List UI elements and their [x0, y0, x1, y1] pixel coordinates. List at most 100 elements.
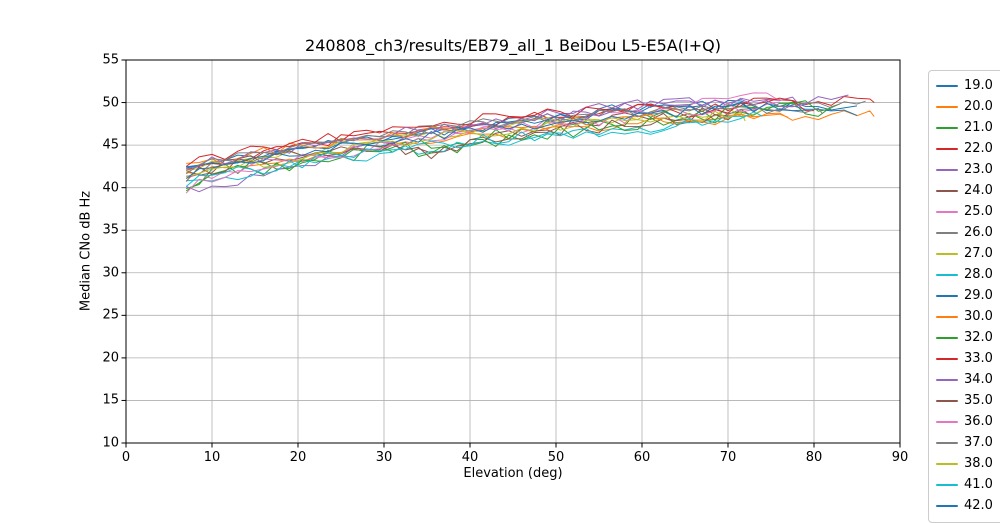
y-tick-label: 45: [102, 137, 119, 153]
legend-label: 30.0: [964, 308, 993, 324]
legend-label: 26.0: [964, 224, 993, 240]
legend-label: 36.0: [964, 413, 993, 429]
legend-item: 27.0: [936, 243, 1000, 264]
legend-item: 36.0: [936, 411, 1000, 432]
legend-item: 29.0: [936, 285, 1000, 306]
legend-line-sample-icon: [936, 168, 958, 171]
legend-label: 38.0: [964, 455, 993, 471]
series-line-29.0: [186, 101, 858, 168]
y-tick-label: 35: [102, 222, 119, 238]
series-line-34.0: [186, 94, 849, 170]
legend-line-sample-icon: [936, 378, 958, 381]
series-line-41.0: [185, 111, 763, 187]
legend-item: 19.0: [936, 75, 1000, 96]
x-tick-label: 20: [289, 450, 307, 465]
legend-item: 34.0: [936, 369, 1000, 390]
legend-line-sample-icon: [936, 357, 958, 360]
legend-line-sample-icon: [936, 105, 958, 108]
plot-area: [121, 59, 901, 448]
legend-label: 27.0: [964, 245, 993, 261]
legend-label: 29.0: [964, 287, 993, 303]
y-tick-label: 20: [102, 350, 119, 366]
legend-item: 28.0: [936, 264, 1000, 285]
legend: 19.0 20.0 21.0 22.0 23.0 24.0 25.0 26.0 27.0 28.0…: [928, 70, 1000, 523]
legend-item: 22.0: [936, 138, 1000, 159]
series-line-35.0: [185, 114, 729, 182]
series-line-37.0: [185, 104, 824, 175]
legend-item: 42.0: [936, 495, 1000, 516]
legend-line-sample-icon: [936, 336, 958, 339]
legend-line-sample-icon: [936, 189, 958, 192]
legend-line-sample-icon: [936, 504, 958, 507]
x-tick-label: 10: [203, 450, 221, 465]
y-tick-label: 50: [102, 95, 119, 111]
x-tick-label: 50: [547, 450, 565, 465]
legend-item: 23.0: [936, 159, 1000, 180]
legend-label: 22.0: [964, 140, 993, 156]
y-tick-label: 30: [102, 265, 119, 281]
legend-line-sample-icon: [936, 294, 958, 297]
series-line-36.0: [185, 101, 780, 194]
legend-line-sample-icon: [936, 252, 958, 255]
legend-line-sample-icon: [936, 210, 958, 213]
x-tick-label: 0: [121, 450, 131, 465]
legend-label: 20.0: [964, 98, 993, 114]
legend-line-sample-icon: [936, 147, 958, 150]
legend-label: 41.0: [964, 476, 993, 492]
legend-item: 35.0: [936, 390, 1000, 411]
legend-label: 23.0: [964, 161, 993, 177]
x-tick-label: 90: [891, 450, 909, 465]
axes-spines: [125, 59, 901, 444]
series-line-42.0: [185, 102, 806, 179]
legend-line-sample-icon: [936, 420, 958, 423]
legend-item: 32.0: [936, 327, 1000, 348]
x-tick-label: 80: [805, 450, 823, 465]
series-line-24.0: [186, 107, 755, 176]
legend-item: 30.0: [936, 306, 1000, 327]
legend-label: 33.0: [964, 350, 993, 366]
series-line-32.0: [185, 100, 832, 192]
legend-item: 38.0: [936, 453, 1000, 474]
legend-item: 21.0: [936, 117, 1000, 138]
legend-item: 20.0: [936, 96, 1000, 117]
x-tick-label: 40: [461, 450, 479, 465]
legend-label: 32.0: [964, 329, 993, 345]
legend-line-sample-icon: [936, 399, 958, 402]
legend-label: 19.0: [964, 77, 993, 93]
legend-item: 41.0: [936, 474, 1000, 495]
legend-label: 37.0: [964, 434, 993, 450]
legend-label: 28.0: [964, 266, 993, 282]
y-tick-label: 10: [102, 435, 119, 451]
figure: 240808_ch3/results/EB79_all_1 BeiDou L5-…: [79, 36, 1000, 523]
legend-label: 25.0: [964, 203, 993, 219]
legend-line-sample-icon: [936, 462, 958, 465]
legend-line-sample-icon: [936, 315, 958, 318]
legend-label: 24.0: [964, 182, 993, 198]
y-tick-label: 15: [102, 392, 119, 408]
legend-line-sample-icon: [936, 441, 958, 444]
chart-title: 240808_ch3/results/EB79_all_1 BeiDou L5-…: [305, 36, 721, 55]
legend-line-sample-icon: [936, 273, 958, 276]
legend-item: 37.0: [936, 432, 1000, 453]
x-tick-label: 70: [719, 450, 737, 465]
x-tick-label: 30: [375, 450, 393, 465]
legend-line-sample-icon: [936, 231, 958, 234]
legend-label: 34.0: [964, 371, 993, 387]
x-axis-label: Elevation (deg): [463, 466, 563, 481]
legend-line-sample-icon: [936, 126, 958, 129]
series-line-38.0: [186, 110, 746, 178]
legend-label: 35.0: [964, 392, 993, 408]
legend-item: 24.0: [936, 180, 1000, 201]
legend-line-sample-icon: [936, 84, 958, 87]
legend-item: 33.0: [936, 348, 1000, 369]
legend-item: 26.0: [936, 222, 1000, 243]
y-tick-label: 55: [102, 52, 119, 68]
legend-item: 25.0: [936, 201, 1000, 222]
x-tick-label: 60: [633, 450, 651, 465]
series-line-33.0: [185, 97, 814, 167]
y-tick-label: 40: [102, 180, 119, 196]
y-tick-label: 25: [102, 307, 119, 323]
legend-line-sample-icon: [936, 483, 958, 486]
legend-label: 21.0: [964, 119, 993, 135]
series-line-25.0: [186, 92, 780, 179]
